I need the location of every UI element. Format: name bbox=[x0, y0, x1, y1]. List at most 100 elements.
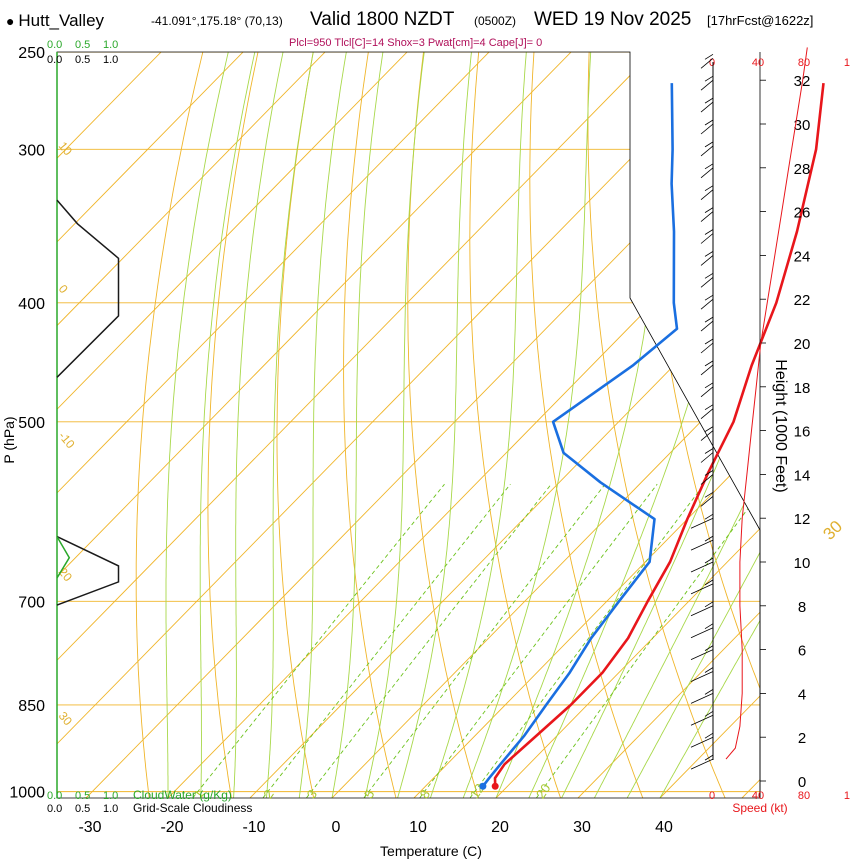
wind-barb bbox=[700, 452, 714, 463]
dry-adiabat-line bbox=[529, 52, 644, 798]
wind-barb-flag bbox=[704, 557, 714, 564]
cloudiness-label: Grid-Scale Cloudiness bbox=[133, 801, 252, 815]
height-axis-label: Height (1000 Feet) bbox=[772, 359, 789, 492]
wind-barb-flag bbox=[704, 207, 714, 213]
cloudwater-tick-label: 0.0 bbox=[47, 790, 62, 802]
temperature-tick-label: 0 bbox=[332, 819, 341, 836]
wind-barb bbox=[700, 430, 714, 441]
wind-barb bbox=[690, 671, 714, 682]
wind-barb-flag bbox=[704, 53, 714, 60]
height-tick-label: 30 bbox=[794, 117, 811, 134]
temperature-tick-label: -10 bbox=[242, 819, 265, 836]
cloudwater-line bbox=[56, 536, 71, 579]
cloudwater-label: CloudWater (g/Kg) bbox=[133, 788, 232, 802]
wind-barb bbox=[690, 517, 714, 529]
moist-adiabat-line bbox=[364, 52, 428, 798]
moist-adiabat-line bbox=[429, 52, 529, 798]
height-tick-label: 20 bbox=[794, 336, 811, 353]
temperature-profile-surface-dot bbox=[491, 782, 499, 790]
temperature-tick-label: 10 bbox=[409, 819, 427, 836]
moist-adiabat-line bbox=[298, 52, 351, 798]
wind-barb-flag bbox=[704, 623, 714, 630]
wind-barb-flag bbox=[704, 689, 714, 695]
cloudwater-tick-label: 0.0 bbox=[47, 39, 62, 51]
wind-barb-flag bbox=[704, 294, 714, 301]
dry-adiabat-line bbox=[587, 52, 726, 798]
wind-barb-flag bbox=[704, 710, 714, 717]
isotherm-line bbox=[495, 52, 760, 798]
pressure-tick-label: 400 bbox=[18, 296, 45, 313]
wind-barb bbox=[690, 561, 714, 573]
mixing-ratio-label: 5 bbox=[361, 787, 377, 802]
cloudwater-tick-label: 0.5 bbox=[75, 790, 90, 802]
isotherm-line bbox=[413, 52, 760, 798]
temperature-tick-label: -30 bbox=[78, 819, 101, 836]
pressure-tick-label: 850 bbox=[18, 698, 45, 715]
cloudwater-tick-label: 0.5 bbox=[75, 39, 90, 51]
moist-adiabat-line bbox=[331, 52, 387, 798]
dry-adiabat-line bbox=[469, 52, 562, 798]
mixing-ratio-label: 2 bbox=[260, 787, 276, 802]
mixing-ratio-line bbox=[363, 483, 606, 798]
cloudiness-tick-label: 0.0 bbox=[47, 803, 62, 815]
mixing-ratio-line bbox=[262, 483, 511, 798]
pressure-tick-label: 1000 bbox=[9, 785, 45, 802]
dry-adiabat-line bbox=[407, 52, 479, 798]
wind-barb bbox=[700, 123, 714, 135]
isotherm-line bbox=[57, 52, 557, 798]
height-tick-label: 10 bbox=[794, 555, 811, 572]
wind-barb bbox=[690, 693, 714, 704]
wind-barb bbox=[700, 364, 714, 376]
temperature-tick-label: 40 bbox=[655, 819, 673, 836]
cloudiness-tick-label: 1.0 bbox=[103, 803, 118, 815]
isotherm-line bbox=[57, 52, 229, 798]
wind-barb bbox=[690, 649, 714, 660]
isotherm-line bbox=[57, 52, 311, 798]
wind-barb-flag bbox=[704, 382, 714, 389]
wind-barb bbox=[690, 736, 714, 748]
wind-speed-line bbox=[725, 47, 808, 760]
height-tick-label: 26 bbox=[794, 205, 811, 222]
pressure-tick-label: 500 bbox=[18, 415, 45, 432]
isotherm-line bbox=[57, 52, 760, 798]
speed-tick-label-top: 40 bbox=[752, 57, 764, 69]
wind-barb-flag bbox=[704, 119, 714, 126]
mixing-ratio-line bbox=[306, 483, 552, 798]
isotherm-label: 30 bbox=[819, 517, 846, 544]
moist-adiabat-line bbox=[561, 52, 760, 798]
wind-barb bbox=[700, 255, 714, 266]
wind-barb bbox=[690, 758, 714, 770]
height-tick-label: 24 bbox=[794, 248, 811, 265]
height-tick-label: 8 bbox=[798, 599, 806, 616]
wind-barb-flag bbox=[704, 667, 714, 673]
wind-barb bbox=[700, 57, 714, 69]
wind-barb bbox=[700, 495, 714, 507]
cloudiness-line bbox=[56, 199, 120, 606]
moist-adiabat-line bbox=[659, 52, 760, 798]
dewpoint-profile bbox=[481, 83, 679, 788]
wind-barb-flag bbox=[704, 251, 714, 257]
wind-barb-flag bbox=[704, 426, 714, 432]
wind-barb-flag bbox=[704, 404, 714, 411]
pressure-axis-label: P (hPa) bbox=[1, 416, 17, 463]
height-tick-label: 2 bbox=[798, 730, 806, 747]
wind-barb-flag bbox=[704, 360, 714, 367]
wind-barb-flag bbox=[704, 229, 714, 235]
speed-tick-label-bottom: 80 bbox=[798, 790, 810, 802]
height-tick-label: 12 bbox=[794, 511, 811, 528]
wind-barb-flag bbox=[704, 535, 714, 542]
moist-adiabat-line bbox=[594, 52, 760, 798]
cloudiness-tick-label: 0.0 bbox=[47, 54, 62, 66]
wind-barb-flag bbox=[704, 579, 714, 586]
wind-barb bbox=[700, 145, 714, 157]
wind-barb bbox=[700, 101, 714, 113]
height-tick-label: 16 bbox=[794, 424, 811, 441]
wind-barb bbox=[700, 342, 714, 354]
wind-barb-flag bbox=[704, 732, 714, 739]
background-lines bbox=[57, 52, 760, 798]
dry-adiabat-line bbox=[343, 52, 397, 798]
temperature-tick-label: 20 bbox=[491, 819, 509, 836]
wind-barb bbox=[700, 320, 714, 332]
wind-barb-flag bbox=[704, 513, 714, 520]
